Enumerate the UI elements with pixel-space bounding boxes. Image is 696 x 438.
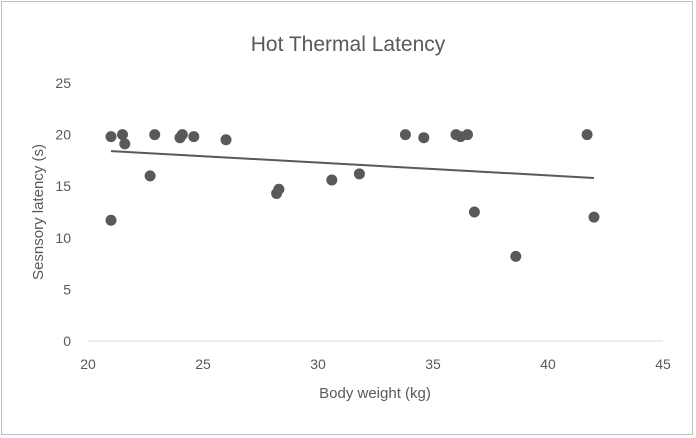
x-tick-label: 40 xyxy=(540,356,556,372)
data-point xyxy=(399,129,411,141)
y-tick-label: 15 xyxy=(55,178,71,194)
data-point xyxy=(468,206,480,218)
y-axis-label: Sesnsory latency (s) xyxy=(30,144,47,280)
trendline xyxy=(110,150,595,179)
x-axis-label: Body weight (kg) xyxy=(319,385,431,402)
y-tick-label: 20 xyxy=(55,127,71,143)
y-tick-labels: 0 5 10 15 20 25 xyxy=(55,75,71,349)
y-tick-label: 5 xyxy=(63,281,71,297)
x-tick-label: 25 xyxy=(195,356,211,372)
x-tick-label: 45 xyxy=(655,356,671,372)
data-point xyxy=(105,214,117,226)
data-point xyxy=(117,129,128,141)
data-point xyxy=(273,183,285,195)
y-tick-label: 0 xyxy=(63,333,71,349)
x-tick-label: 30 xyxy=(310,356,326,372)
x-tick-label: 20 xyxy=(80,356,96,372)
x-tick-labels: 20 25 30 35 40 45 xyxy=(80,356,671,372)
chart-title: Hot Thermal Latency xyxy=(251,33,446,56)
data-point xyxy=(220,134,232,146)
data-point xyxy=(144,170,156,182)
data-point xyxy=(462,129,473,141)
data-point xyxy=(581,129,593,141)
data-points xyxy=(105,129,600,262)
data-point xyxy=(188,131,200,143)
data-point xyxy=(326,174,338,186)
y-tick-label: 25 xyxy=(55,75,71,91)
data-point xyxy=(588,211,600,223)
x-tick-label: 35 xyxy=(425,356,441,372)
data-point xyxy=(418,132,430,144)
data-point xyxy=(176,129,188,141)
data-point xyxy=(119,138,131,150)
data-point xyxy=(105,131,117,143)
data-point xyxy=(353,168,365,180)
y-tick-label: 10 xyxy=(55,230,71,246)
data-point xyxy=(510,250,522,262)
data-point xyxy=(149,129,161,141)
